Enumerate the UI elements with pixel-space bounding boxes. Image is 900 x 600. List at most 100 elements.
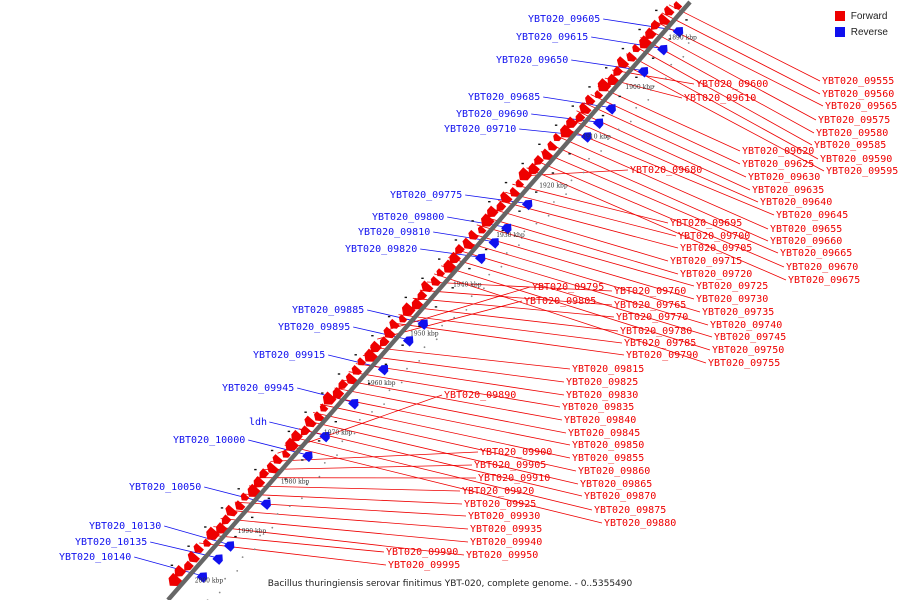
forward-gene-arrow — [462, 237, 475, 250]
forward-gene-label: YBT020_09610 — [684, 93, 756, 104]
legend-reverse: Reverse — [834, 24, 888, 40]
kbp-tick-label: 1940 kbp — [453, 281, 482, 288]
forward-leader-line — [270, 451, 479, 462]
forward-leader-line — [433, 273, 707, 364]
reverse-gene-arrow — [501, 223, 512, 235]
reverse-gene-label: YBT020_10050 — [129, 482, 201, 493]
feature-dot — [682, 55, 685, 58]
forward-leader-line — [576, 110, 751, 191]
feature-mark — [401, 344, 404, 346]
reverse-gene-label: YBT020_09820 — [345, 244, 417, 255]
forward-gene-label: YBT020_09565 — [825, 101, 897, 112]
feature-mark — [301, 459, 304, 461]
forward-gene-arrow — [487, 205, 499, 218]
forward-gene-label: YBT020_09865 — [580, 479, 652, 490]
feature-dot — [259, 534, 261, 537]
forward-gene-label: YBT020_09720 — [680, 269, 752, 280]
forward-leader-line — [619, 61, 825, 172]
forward-leader-line — [313, 412, 577, 472]
forward-leader-line — [626, 53, 819, 160]
forward-gene-label: YBT020_09840 — [564, 415, 636, 426]
forward-leader-line — [654, 20, 824, 107]
forward-gene-label: YBT020_09625 — [742, 159, 814, 170]
forward-gene-arrow — [443, 259, 457, 273]
forward-gene-label: YBT020_09930 — [468, 511, 540, 522]
forward-gene-arrow — [518, 167, 533, 181]
feature-dot — [635, 106, 638, 109]
forward-leader-line — [291, 436, 593, 511]
reverse-gene-label: YBT020_09915 — [253, 350, 325, 361]
kbp-tick-label: 1890 kbp — [668, 35, 697, 42]
feature-mark — [471, 220, 474, 222]
forward-leader-line — [398, 314, 623, 344]
reverse-leader-line — [367, 309, 425, 324]
backbone-track — [166, 0, 692, 600]
reverse-gene-label: YBT020_09605 — [528, 14, 600, 25]
feature-dot — [535, 222, 538, 225]
forward-leader-line — [369, 346, 571, 370]
feature-dot — [523, 230, 526, 233]
forward-gene-label: YBT020_09555 — [822, 76, 894, 87]
feature-mark — [554, 124, 558, 126]
feature-mark — [354, 354, 357, 356]
forward-leader-line — [562, 126, 775, 216]
forward-gene-arrow — [515, 179, 525, 188]
forward-gene-label: YBT020_09940 — [470, 537, 542, 548]
feature-mark — [251, 516, 254, 519]
forward-gene-arrow — [203, 538, 212, 547]
forward-leader-line — [405, 306, 619, 332]
feature-mark — [605, 67, 608, 69]
reverse-gene-label: YBT020_10000 — [173, 435, 245, 446]
forward-gene-label: YBT020_09860 — [578, 466, 650, 477]
forward-leader-line — [469, 232, 695, 300]
forward-gene-arrow — [436, 268, 446, 277]
forward-leader-line — [597, 85, 741, 152]
feature-dot — [253, 548, 256, 551]
forward-gene-arrow — [168, 572, 183, 586]
forward-gene-label: YBT020_09640 — [760, 197, 832, 208]
reverse-swatch — [834, 27, 845, 37]
forward-gene-arrow — [632, 43, 641, 53]
kbp-tick-label: 1990 kbp — [238, 528, 267, 535]
forward-gene-arrow — [364, 348, 378, 362]
reverse-gene-arrow — [592, 118, 604, 129]
forward-leader-line — [583, 102, 747, 178]
reverse-leader-line — [420, 248, 482, 258]
feature-dot — [224, 577, 227, 580]
forward-gene-label: YBT020_09595 — [826, 166, 898, 177]
forward-gene-arrow — [225, 504, 238, 517]
forward-gene-label: YBT020_09845 — [568, 428, 640, 439]
forward-gene-arrow — [613, 65, 623, 77]
forward-gene-label: YBT020_09855 — [572, 453, 644, 464]
reverse-gene-label: YBT020_10140 — [59, 552, 131, 563]
forward-gene-label: YBT020_09575 — [818, 115, 890, 126]
feature-mark — [418, 325, 421, 327]
forward-gene-arrow — [383, 326, 396, 339]
reverse-gene-arrow — [521, 199, 533, 211]
feature-mark — [501, 229, 504, 232]
feature-dot — [288, 505, 291, 507]
feature-mark — [504, 181, 508, 184]
feature-mark — [638, 28, 641, 31]
legend-reverse-label: Reverse — [850, 26, 888, 38]
feature-mark — [337, 373, 341, 375]
feature-dot — [336, 454, 338, 456]
forward-gene-arrow — [351, 365, 363, 375]
forward-gene-arrow — [285, 437, 299, 451]
forward-gene-arrow — [541, 148, 554, 161]
forward-gene-arrow — [187, 550, 201, 563]
forward-gene-arrow — [291, 429, 303, 442]
reverse-gene-arrow — [260, 499, 271, 510]
feature-mark — [434, 306, 438, 308]
reverse-gene-label: YBT020_09810 — [358, 227, 430, 238]
feature-dot — [600, 150, 602, 152]
forward-leader-line — [455, 249, 709, 326]
forward-gene-label: YBT020_09950 — [466, 550, 538, 561]
reverse-gene-label: YBT020_09945 — [222, 383, 294, 394]
feature-dot — [241, 556, 244, 558]
forward-gene-arrow — [575, 112, 586, 123]
forward-gene-arrow — [664, 5, 675, 16]
forward-swatch — [834, 11, 845, 21]
feature-dot — [318, 475, 321, 478]
forward-gene-arrow — [206, 526, 220, 540]
